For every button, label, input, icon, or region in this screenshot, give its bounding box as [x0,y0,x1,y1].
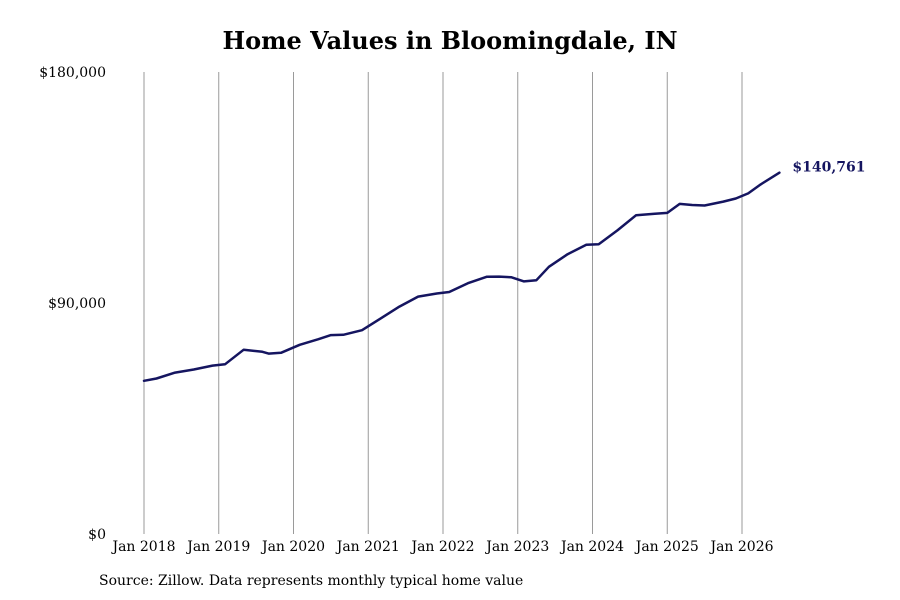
end-value-label: $140,761 [792,160,865,176]
y-tick-label: $90,000 [48,296,106,312]
x-axis-ticks: Jan 2018 Jan 2019 Jan 2020 Jan 2021 Jan 2022… [110,539,773,555]
x-tick-label: Jan 2021 [335,539,400,555]
x-tick-label: Jan 2026 [708,539,773,555]
y-axis-ticks: $0 $90,000 $180,000 [39,65,106,543]
home-value-line [142,171,781,383]
chart-title: Home Values in Bloomingdale, IN [222,26,678,55]
source-note: Source: Zillow. Data represents monthly … [99,573,524,589]
y-tick-label: $0 [88,527,106,543]
x-tick-label: Jan 2025 [634,539,699,555]
y-tick-label: $180,000 [39,65,106,81]
x-tick-label: Jan 2019 [185,539,250,555]
x-tick-label: Jan 2023 [484,539,549,555]
x-tick-label: Jan 2018 [110,539,175,555]
x-tick-label: Jan 2020 [260,539,325,555]
x-tick-label: Jan 2022 [409,539,474,555]
vertical-gridlines [143,72,743,534]
x-tick-label: Jan 2024 [559,539,624,555]
